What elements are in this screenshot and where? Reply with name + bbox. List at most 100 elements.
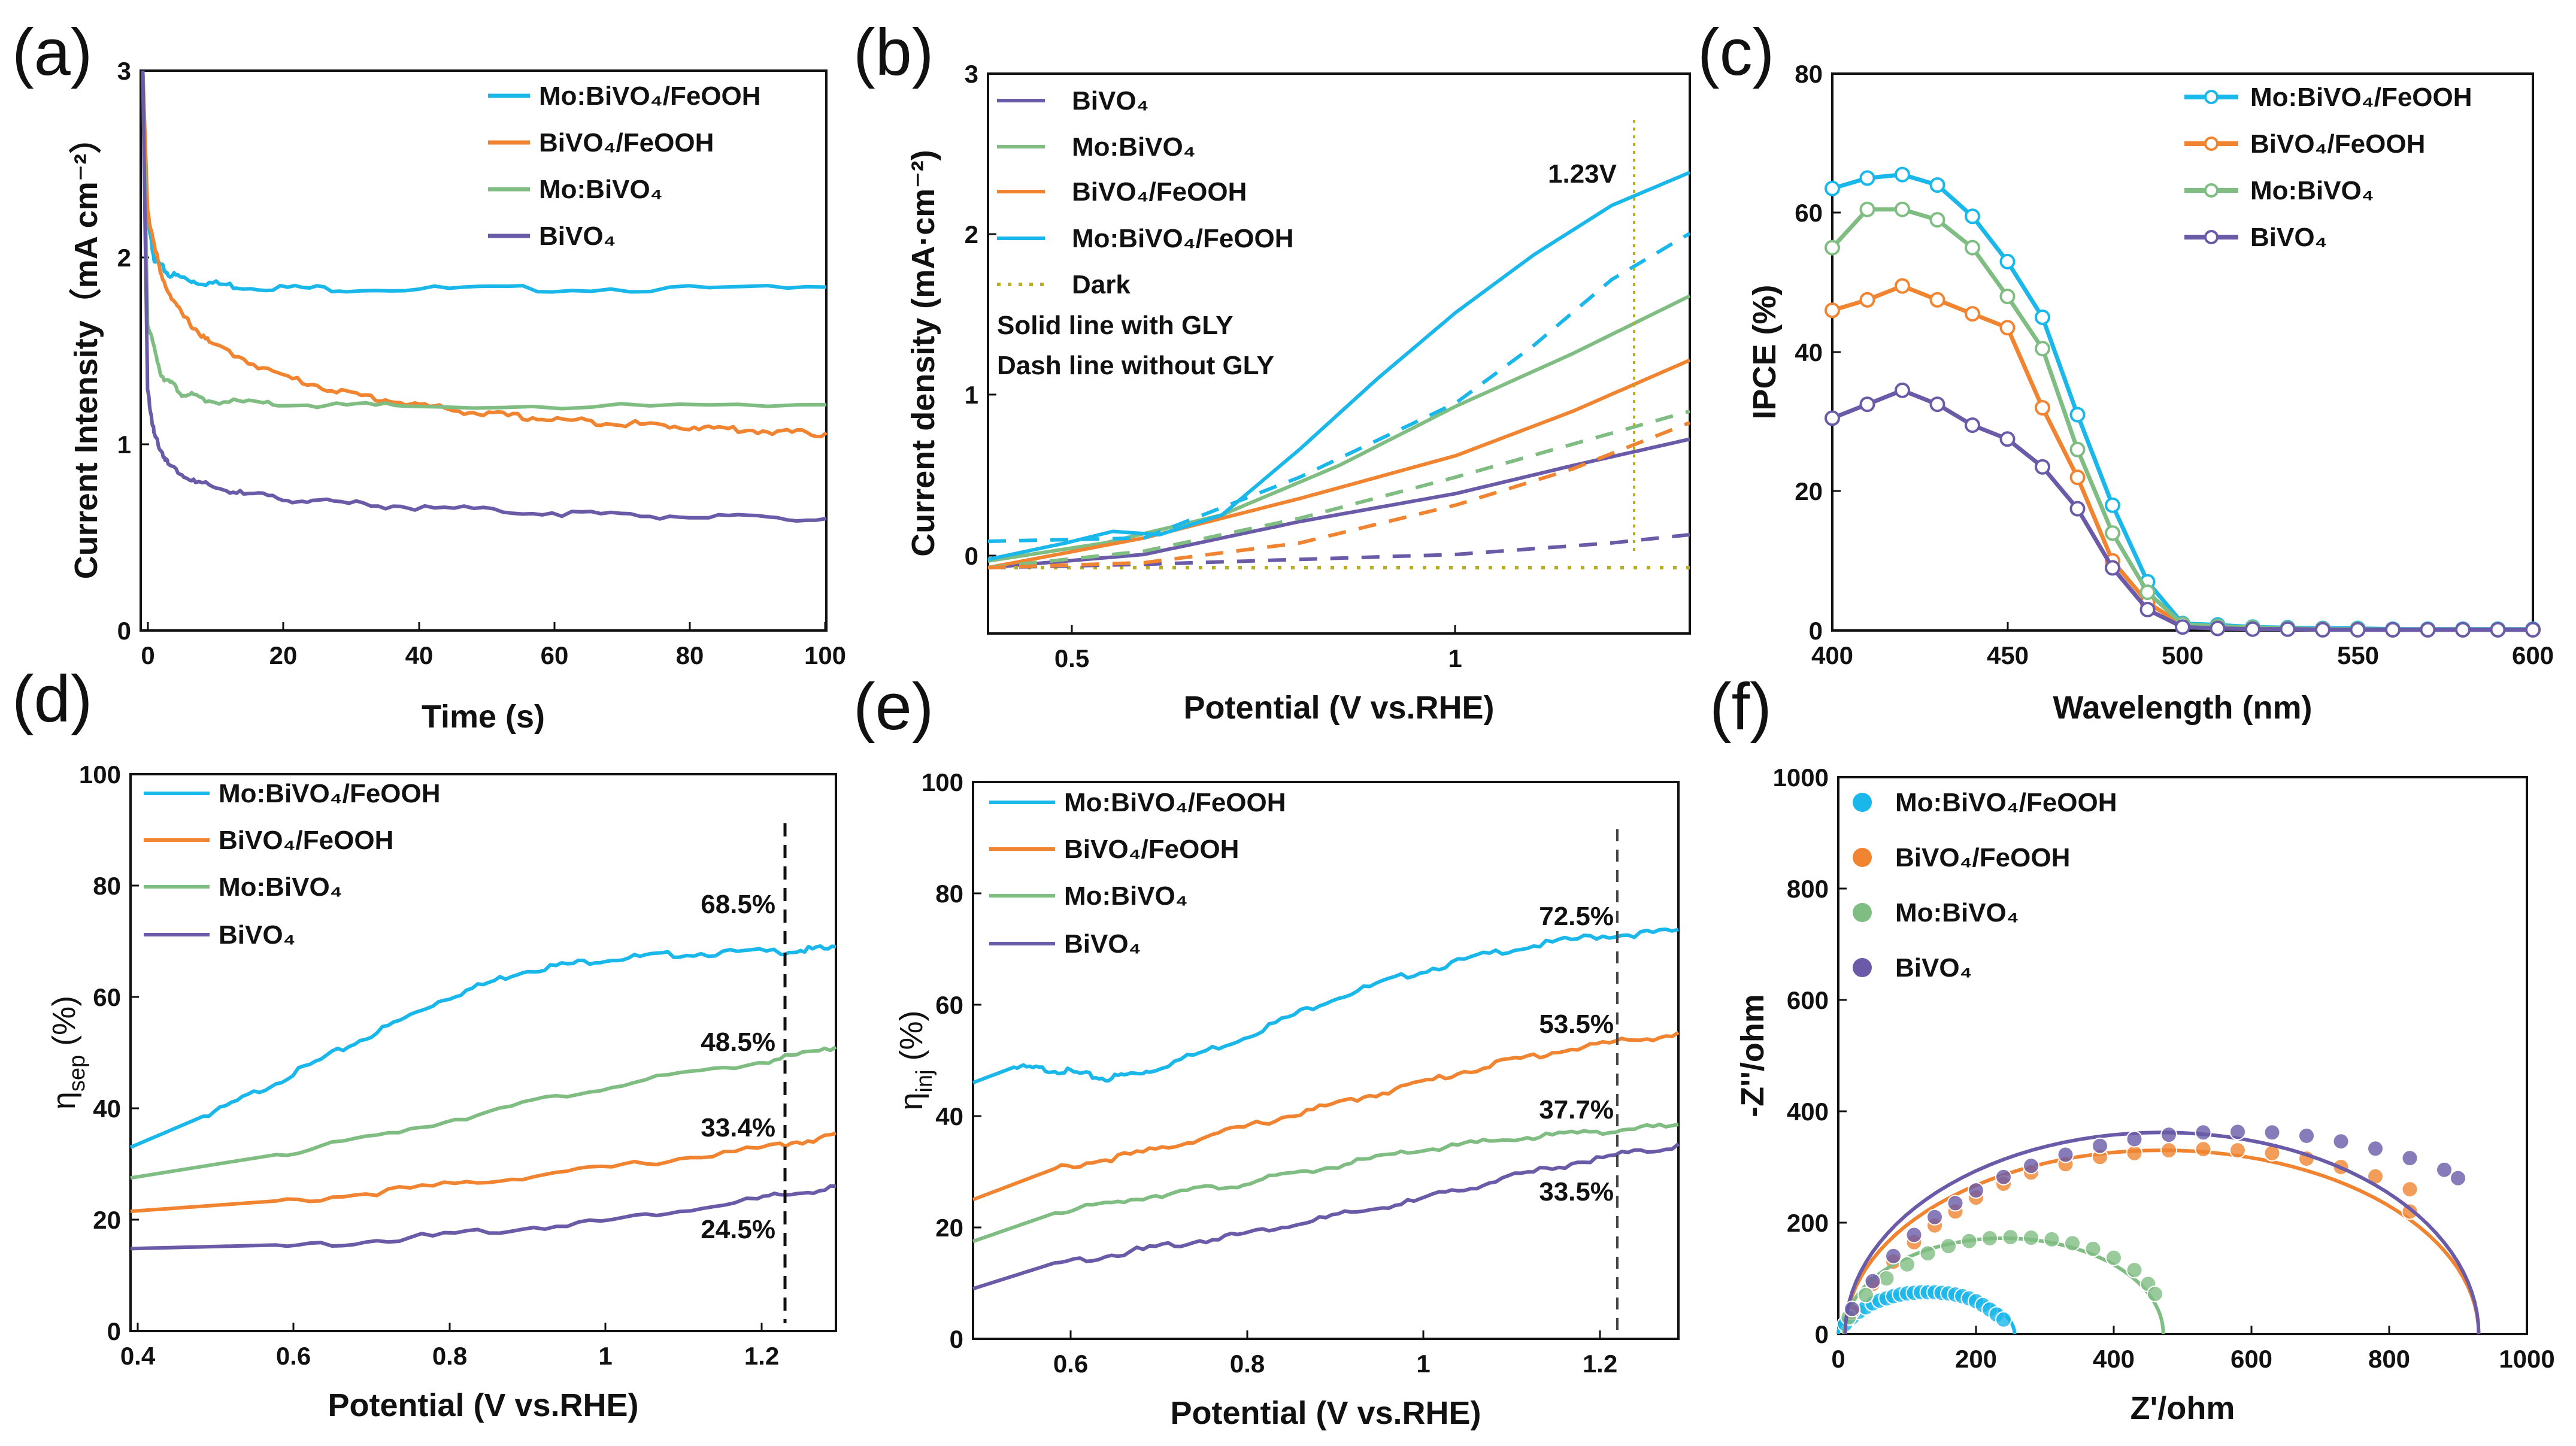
series-bivo-point [2401,1150,2419,1167]
panel-e-value-label-bivo4: 33.5% [1539,1177,1614,1206]
series-mo-bivo-point [1960,1232,1978,1250]
panel-c-ytick-label: 40 [1795,338,1823,366]
legend-label: BiVO₄ [1064,929,1141,959]
panel-b-xtick: 1 [1448,625,1462,672]
series-bivo-marker [2455,622,2471,638]
panel-c-legend: Mo:BiVO₄/FeOOH BiVO₄/FeOOH Mo:BiVO₄ BiVO… [2184,83,2472,252]
panel-c-ytick: 20 [1795,477,1841,505]
panel-f-xtick-label: 600 [2230,1345,2272,1373]
legend-marker [1853,903,1872,922]
series-mo-bivo-marker [2069,441,2086,457]
legend-item-mo-bivo4: Mo:BiVO₄ [144,872,343,902]
panel-c-ytick: 0 [1809,617,1841,645]
series-mo-bivo-marker [2139,584,2156,601]
series-bivo-marker [2490,622,2506,638]
panel-a-ytick: 1 [117,431,149,459]
panel-b-ylabel: Current density (mA·cm⁻²) [905,150,941,557]
series-bivo-line [987,437,1690,569]
series-mo-bivo-marker [1999,289,2016,304]
panel-e-ylabel: ηinj (%) [893,1010,937,1110]
panel-f-ytick: 400 [1787,1098,1847,1126]
legend-label: BiVO₄ [2250,223,2328,252]
series-bivo-feooh-point [2195,1141,2212,1158]
panel-d-xtick-label: 0.6 [276,1342,311,1370]
series-mo-bivo-point [2126,1262,2143,1279]
panel-c-ytick-label: 80 [1795,60,1823,88]
panel-d-frame [129,773,837,1332]
series-mo-bivo-line [130,1045,837,1180]
series-bivo-marker [2420,622,2436,638]
legend-item-mo-bivo4-feooh: Mo:BiVO₄/FeOOH [488,81,761,111]
panel-e-xtick: 0.6 [1053,1330,1088,1378]
legend-item-bivo4-feooh: BiVO₄/FeOOH [144,826,393,855]
panel-c-frame [1831,72,2534,632]
series-bivo-point [2126,1130,2143,1148]
panel-f-xtick: 800 [2368,1326,2410,1373]
series-mo-bivo-feooh-marker [2069,407,2086,423]
panel-f-ytick-label: 200 [1787,1209,1829,1237]
panel-a-xtick-label: 20 [269,641,298,669]
panel-e-xlabel: Potential (V vs.RHE) [1170,1395,1481,1431]
series-mo-bivo-point [2002,1229,2019,1246]
series-bivo-feooh-line [130,1131,837,1213]
panel-d-value-label-mo-bivo4-feooh: 68.5% [701,890,775,919]
series-bivo-feooh-marker [1929,292,1945,308]
series-bivo-feooh-marker [1965,306,1980,322]
series-mo-bivo-point [2064,1235,2081,1252]
legend-label: Mo:BiVO₄/FeOOH [219,779,441,808]
panel-a-xticks: 0 20 40 60 80 100 [141,622,846,669]
panel-f-ytick: 600 [1787,986,1847,1014]
series-bivo-point [1905,1226,1923,1244]
legend-item-mo-bivo4-feooh: Mo:BiVO₄/FeOOH [997,224,1294,253]
panel-d-xtick-label: 1.2 [744,1342,779,1370]
series-bivo-point [2450,1169,2466,1187]
series-mo-bivo-point [2043,1230,2060,1248]
panel-a-xtick-label: 40 [405,641,434,669]
series-mo-bivo-marker [2105,525,2120,541]
panel-f-ytick: 800 [1787,875,1847,903]
series-mo-bivo-line [972,1122,1679,1244]
panel-f-xtick: 200 [1955,1326,1997,1373]
panel-a-legend: Mo:BiVO₄/FeOOH BiVO₄/FeOOH Mo:BiVO₄ BiVO… [488,81,761,251]
legend-marker [1853,958,1872,977]
panel-e-ytick-label: 60 [935,991,963,1019]
panel-d-ytick: 100 [79,760,139,789]
panel-f-ytick-label: 800 [1787,875,1829,903]
panel-e-xtick: 1.2 [1583,1330,1617,1378]
series-bivo-feooh-line [987,358,1691,569]
panel-f-ytick-label: 0 [1815,1320,1829,1348]
series-bivo-marker [1825,410,1840,426]
panel-d-xtick: 0.6 [276,1323,311,1370]
panel-a-ytick: 0 [117,617,149,645]
series-mo-bivo-feooh-marker [1929,177,1945,193]
panel-f-legend: Mo:BiVO₄/FeOOH BiVO₄/FeOOH Mo:BiVO₄ BiVO… [1853,788,2117,983]
panel-b-solid-note: Solid line with GLY [997,311,1233,340]
legend-label: Mo:BiVO₄/FeOOH [539,81,761,111]
panel-b-xtick-label: 1 [1448,644,1462,672]
panel-e-xtick: 1 [1416,1330,1431,1378]
panel-d-ytick-label: 0 [107,1317,121,1345]
panel-c-ytick-label: 20 [1795,477,1823,505]
series-mo-bivo-point [1878,1270,1895,1287]
series-mo-bivo-feooh-marker [1895,166,1910,183]
panel-a-ytick: 3 [117,57,149,85]
series-bivo-point [2436,1161,2453,1178]
series-bivo-marker [2069,501,2086,517]
legend-label: Mo:BiVO₄/FeOOH [1072,224,1294,253]
series-bivo-point [2332,1133,2350,1150]
series-bivo-feooh-line [141,70,828,438]
legend-item-mo-bivo4: Mo:BiVO₄ [488,175,663,204]
panel-d-ytick-label: 80 [93,872,121,900]
panel-c-xtick: 600 [2512,622,2554,669]
panel-c-ylabel: IPCE (%) [1747,284,1783,419]
series-bivo-point [2057,1146,2074,1163]
series-mo-bivo-feooh-line [972,927,1679,1085]
legend-label: Mo:BiVO₄ [2250,176,2374,205]
panel-c-xtick: 450 [1987,622,2029,669]
series-bivo-feooh-marker [1859,292,1875,308]
series-bivo-marker [1965,417,1980,434]
panel-c-xtick: 550 [2337,622,2379,669]
legend-item-mo-bivo4: Mo:BiVO₄ [989,881,1188,911]
legend-item-bivo4: BiVO₄ [1853,953,1972,983]
series-mo-bivo-feooh-marker [2105,497,2120,513]
